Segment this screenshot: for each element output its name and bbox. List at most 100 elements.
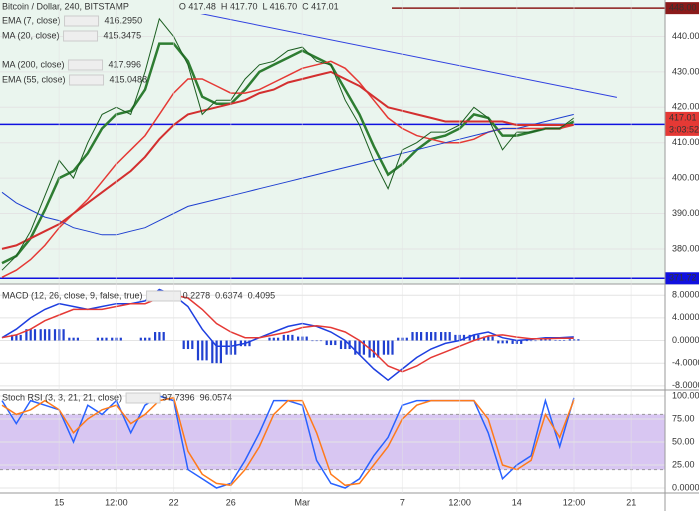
legend-icons [63, 30, 99, 42]
y-tick-label: 50.00 [672, 436, 695, 446]
legend-label: MA (200, close) [2, 59, 65, 69]
histogram-bar [387, 340, 390, 355]
histogram-bar [491, 336, 494, 341]
y-tick-label: 4.0000 [672, 312, 699, 322]
histogram-bar [339, 340, 343, 350]
histogram-bar [144, 337, 147, 341]
countdown: 3:03:52 [669, 124, 699, 134]
y-tick-label: 410.00 [672, 137, 699, 147]
legend-value: 417.996 [109, 59, 142, 69]
histogram-bar [577, 339, 580, 341]
histogram-bar [315, 340, 318, 342]
legend-icons [64, 15, 100, 27]
histogram-bar [505, 340, 508, 344]
histogram-bar [554, 339, 557, 341]
x-tick-label: 12:00 [105, 497, 128, 507]
histogram-bar [62, 329, 65, 341]
x-tick-label: 12:00 [563, 497, 586, 507]
y-tick-label: 400.00 [672, 172, 699, 182]
legend-label: MA (20, close) [2, 30, 60, 40]
histogram-bar [382, 340, 385, 355]
histogram-bar [540, 339, 543, 341]
histogram-bar [358, 340, 361, 355]
histogram-bar [440, 332, 443, 341]
histogram-bar [162, 332, 165, 341]
histogram-bar [19, 334, 22, 341]
x-tick-label: Mar [295, 497, 311, 507]
level-tag [665, 272, 699, 285]
x-tick-label: 26 [226, 497, 236, 507]
legend-label: Stoch RSI (3, 3, 21, 21, close) [2, 392, 122, 402]
y-tick-label: -8.0000 [672, 380, 699, 390]
histogram-bar [329, 340, 333, 346]
legend-label: EMA (55, close) [2, 74, 66, 84]
legend-value: 415.0488 [110, 74, 148, 84]
histogram-bar [158, 332, 161, 341]
histogram-bar [391, 340, 394, 355]
histogram-bar [372, 340, 375, 358]
histogram-bar [111, 337, 114, 341]
y-tick-label: 420.00 [672, 102, 699, 112]
histogram-bar [191, 340, 194, 350]
legend-value: 97.7396 [162, 392, 195, 402]
y-tick-label: 25.00 [672, 459, 695, 469]
histogram-bar [454, 334, 457, 341]
histogram-bar [325, 340, 328, 346]
histogram-bar [239, 340, 242, 347]
legend-value: 416.2950 [105, 15, 143, 25]
ohlc-value: O 417.48 [179, 1, 216, 11]
histogram-bar [154, 332, 157, 341]
histogram-bar [477, 334, 480, 341]
histogram-bar [534, 340, 537, 342]
y-tick-label: -4.0000 [672, 358, 699, 368]
histogram-bar [377, 340, 380, 358]
legend-value: 0.6374 [215, 290, 243, 300]
last-price-label: 417.01 [669, 112, 697, 122]
histogram-bar [234, 340, 237, 355]
ohlc-value: C 417.01 [302, 1, 339, 11]
histogram-bar [201, 340, 204, 361]
histogram-bar [72, 337, 75, 341]
histogram-bar [430, 332, 433, 341]
legend-value: 96.0574 [200, 392, 233, 402]
last-price-tag [665, 111, 699, 136]
histogram-bar [186, 340, 190, 350]
histogram-bar [219, 340, 222, 364]
histogram-bar [530, 340, 533, 342]
indicator-line [1, 60, 575, 278]
x-tick-label: 12:00 [448, 497, 471, 507]
histogram-bar [291, 334, 294, 341]
histogram-bar [525, 340, 528, 342]
indicator-line [1, 294, 575, 373]
histogram-bar [448, 332, 451, 341]
y-tick-label: 100.00 [672, 390, 699, 400]
histogram-bar [354, 340, 357, 355]
histogram-bar [468, 334, 471, 341]
histogram-bar [411, 332, 414, 341]
histogram-bar [520, 340, 523, 344]
y-tick-label: 8.0000 [672, 290, 699, 300]
level-tag [665, 2, 699, 15]
x-tick-label: 14 [512, 497, 522, 507]
ohlc-value: L 416.70 [262, 1, 297, 11]
x-tick-label: 22 [169, 497, 179, 507]
legend-value: 0.2278 [183, 290, 211, 300]
histogram-bar [268, 337, 271, 341]
level-label: 371.72 [669, 273, 697, 283]
histogram-bar [487, 336, 490, 341]
y-tick-label: 0.0000 [672, 482, 699, 492]
histogram-bar [211, 340, 214, 364]
histogram-bar [420, 332, 423, 341]
indicator-line [1, 113, 575, 236]
histogram-bar [444, 332, 447, 341]
histogram-bar [544, 339, 547, 341]
histogram-bar [548, 339, 551, 341]
legend-value: 0.4095 [248, 290, 276, 300]
price-line [1, 17, 575, 271]
histogram-bar [397, 337, 400, 341]
indicator-line [1, 70, 574, 250]
histogram-bar [482, 336, 486, 341]
legend-value: 415.3475 [104, 30, 142, 40]
histogram-bar [462, 334, 466, 341]
